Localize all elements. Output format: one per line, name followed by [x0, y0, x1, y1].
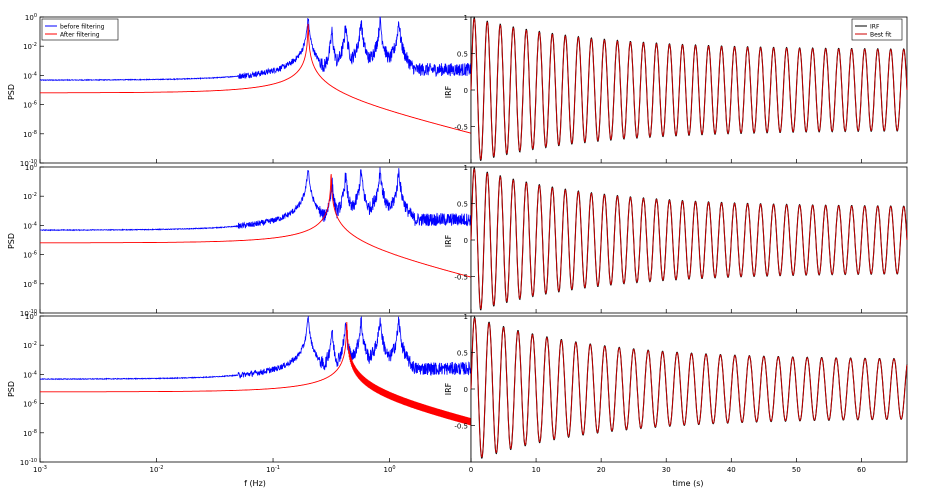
psd-ytick-label: 10-6 [23, 400, 37, 409]
irf-ytick-label: 0.5 [457, 201, 468, 209]
psd-ytick-label: 10-10 [20, 309, 37, 318]
irf-ytick-label: 0.5 [457, 51, 468, 59]
psd-after-series [40, 23, 472, 134]
time-xlabel: time (s) [672, 479, 703, 488]
psd-legend-label: After filtering [60, 32, 100, 39]
psd-ytick-label: 10-6 [23, 251, 37, 260]
irf-ytick-label: 1 [464, 14, 468, 22]
psd-xtick-label: 100 [384, 465, 396, 474]
psd-ytick-label: 10-4 [23, 71, 37, 80]
psd-legend-box [41, 18, 119, 41]
irf-xtick-label: 0 [469, 466, 473, 474]
psd-ytick-label: 10-10 [20, 458, 37, 467]
irf-ytick-label: -0.5 [454, 124, 468, 132]
irf-xtick-label: 10 [532, 466, 541, 474]
irf-ytick-label: 1 [464, 164, 468, 172]
irf-legend-label: IRF [870, 24, 880, 31]
irf-legend-label: Best fit [870, 32, 892, 39]
irf-xtick-label: 50 [792, 466, 801, 474]
best-fit-series [470, 317, 908, 458]
irf-panel-3: 1 0.5 0 -0.5 0 10 20 30 40 50 60 [454, 313, 908, 474]
psd-ytick-label: 10-4 [23, 370, 37, 379]
psd-before-series [39, 316, 472, 381]
irf-panel-2: 1 0.5 0 -0.5 [454, 164, 908, 314]
psd-axes-frame [39, 315, 472, 463]
best-fit-series [470, 168, 908, 310]
irf-xtick-label: 20 [597, 466, 606, 474]
psd-ytick-label: 10-6 [23, 101, 37, 110]
irf-ytick-label: -0.5 [454, 274, 468, 282]
psd-ytick-label: 10-2 [23, 42, 37, 51]
psd-before-series [39, 16, 472, 82]
psd-axes-frame [39, 16, 472, 164]
psd-ytick-label: 10-2 [23, 341, 37, 350]
irf-ytick-label: -0.5 [454, 423, 468, 431]
irf-xtick-label: 40 [727, 466, 736, 474]
f-xlabel: f (Hz) [244, 479, 266, 488]
psd-xtick-label: 10-3 [33, 465, 47, 474]
axis-labels-layer: PSD PSD PSD IRF IRF IRF f (Hz) time (s) [7, 84, 704, 488]
psd-legend-label: before filtering [60, 24, 105, 31]
irf-ytick-label: 1 [464, 313, 468, 321]
psd-ylabel-1: PSD [7, 84, 16, 100]
irf-ylabel-2: IRF [444, 234, 453, 247]
psd-panel-2: 100 10-2 10-4 10-6 10-8 10-10 [20, 163, 472, 318]
psd-ylabel-3: PSD [7, 381, 16, 397]
psd-ytick-label: 100 [25, 312, 37, 321]
psd-ytick-label: 10-2 [23, 192, 37, 201]
best-fit-series [470, 18, 908, 160]
psd-ytick-label: 100 [25, 163, 37, 172]
psd-xtick-label: 10-1 [266, 465, 280, 474]
irf-axes-frame [470, 16, 908, 164]
irf-xtick-label: 30 [662, 466, 671, 474]
psd-ytick-label: 10-8 [23, 130, 37, 139]
psd-before-series [39, 167, 472, 232]
psd-after-series [40, 174, 472, 278]
psd-ylabel-2: PSD [7, 233, 16, 249]
irf-ylabel-3: IRF [444, 382, 453, 395]
psd-ytick-label: 10-8 [23, 280, 37, 289]
irf-axes-frame [470, 166, 908, 314]
irf-ytick-label: 0 [464, 386, 468, 394]
psd-panel-1: 100 10-2 10-4 10-6 10-8 10-10 before filtering… [20, 13, 472, 168]
irf-legend-box [851, 18, 903, 41]
psd-xtick-label: 10-2 [150, 465, 164, 474]
irf-ytick-label: 0.5 [457, 350, 468, 358]
irf-ytick-label: 0 [464, 87, 468, 95]
irf-xtick-label: 60 [857, 466, 866, 474]
psd-after-series [40, 321, 472, 426]
psd-ytick-label: 10-10 [20, 159, 37, 168]
irf-ytick-label: 0 [464, 237, 468, 245]
psd-ytick-label: 10-8 [23, 429, 37, 438]
psd-ytick-label: 100 [25, 13, 37, 22]
irf-ylabel-1: IRF [444, 85, 453, 98]
psd-ytick-label: 10-4 [23, 221, 37, 230]
